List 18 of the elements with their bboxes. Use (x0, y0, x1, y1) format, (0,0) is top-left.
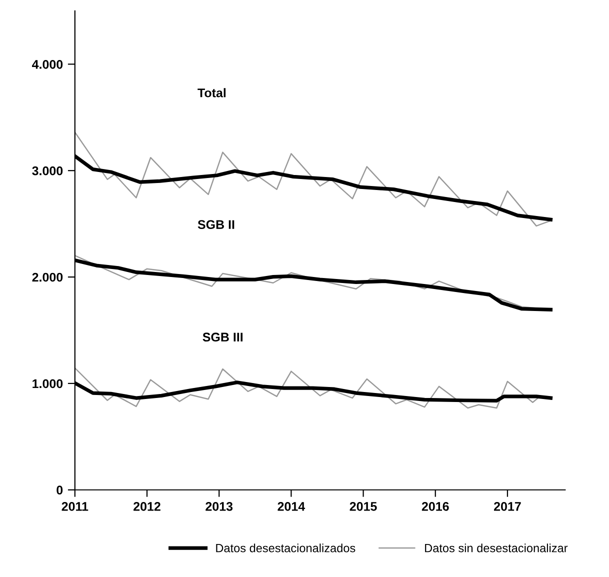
x-tick-label: 2014 (278, 502, 306, 511)
annotation: Total (198, 88, 226, 98)
x-tick-label: 2011 (62, 502, 88, 511)
legend-label: Datos desestacionalizados (216, 544, 356, 552)
x-tick-label: 2015 (350, 502, 377, 511)
x-tick-label: 2017 (494, 502, 521, 511)
y-tick-label: 4.000 (32, 60, 63, 69)
y-tick-label: 2.000 (32, 272, 63, 282)
x-tick-label: 2012 (134, 502, 160, 511)
y-tick-label: 0 (56, 486, 63, 495)
annotation: SGB II (198, 220, 234, 229)
line-series (74, 132, 552, 227)
legend-label: Datos sin desestacionalizar (425, 544, 568, 552)
y-tick-label: 3.000 (32, 166, 63, 176)
x-tick-label: 2016 (422, 502, 449, 511)
y-tick-label: 1.000 (32, 379, 63, 388)
annotation: SGB III (202, 332, 243, 342)
x-tick-label: 2013 (206, 502, 233, 511)
